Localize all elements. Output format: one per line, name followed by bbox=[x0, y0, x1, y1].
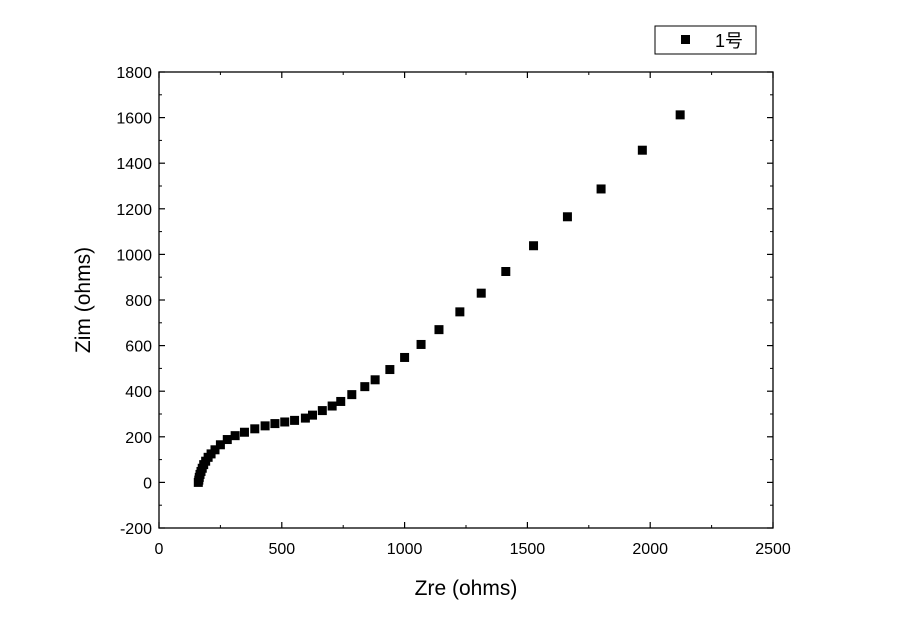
data-point bbox=[336, 396, 346, 406]
data-point bbox=[290, 415, 300, 425]
y-tick-label: 400 bbox=[125, 384, 152, 401]
data-point bbox=[280, 417, 290, 427]
y-axis-title: Zim (ohms) bbox=[72, 247, 95, 353]
data-point bbox=[675, 110, 685, 120]
data-point bbox=[562, 212, 572, 222]
y-axis-ticks: -200 0 200 400 600 800 1000 1200 1400 1600 1800 bbox=[116, 65, 773, 538]
x-axis-ticks: 0 500 1000 1500 2000 2500 bbox=[155, 72, 791, 558]
data-point bbox=[476, 288, 486, 298]
y-tick-label: 1600 bbox=[116, 111, 152, 128]
data-point bbox=[400, 352, 410, 362]
data-point bbox=[370, 375, 380, 385]
data-point bbox=[347, 390, 357, 400]
data-point bbox=[385, 365, 395, 375]
data-point bbox=[230, 431, 240, 441]
data-point bbox=[239, 427, 249, 437]
data-point bbox=[250, 424, 260, 434]
data-point bbox=[222, 435, 232, 445]
legend-marker bbox=[681, 35, 690, 44]
data-point bbox=[416, 339, 426, 349]
x-tick-label: 1000 bbox=[387, 541, 423, 558]
data-point bbox=[270, 419, 280, 429]
data-point bbox=[317, 406, 327, 416]
y-tick-label: 200 bbox=[125, 430, 152, 447]
y-tick-label: 1200 bbox=[116, 202, 152, 219]
data-point bbox=[455, 307, 465, 317]
x-tick-label: 1500 bbox=[510, 541, 546, 558]
legend: 1号 bbox=[654, 25, 757, 55]
data-point bbox=[501, 267, 511, 276]
x-tick-label: 0 bbox=[155, 541, 164, 558]
y-tick-label: 1800 bbox=[116, 65, 152, 82]
x-tick-label: 2000 bbox=[632, 541, 668, 558]
data-point bbox=[210, 445, 220, 455]
data-point bbox=[596, 184, 606, 194]
x-axis-title: Zre (ohms) bbox=[415, 577, 518, 600]
data-point bbox=[327, 401, 337, 411]
data-point bbox=[300, 413, 310, 423]
data-point bbox=[260, 421, 270, 431]
plot-frame bbox=[158, 71, 774, 529]
legend-label: 1号 bbox=[715, 31, 743, 51]
data-point bbox=[529, 241, 539, 251]
data-points bbox=[193, 110, 685, 487]
y-tick-label: 800 bbox=[125, 293, 152, 310]
y-tick-label: 600 bbox=[125, 339, 152, 356]
legend-box bbox=[654, 25, 757, 55]
y-tick-label: 0 bbox=[143, 475, 152, 492]
data-point bbox=[637, 145, 647, 155]
data-point bbox=[360, 382, 370, 392]
data-point bbox=[215, 440, 225, 450]
y-tick-label: 1400 bbox=[116, 156, 152, 173]
data-point bbox=[434, 325, 444, 335]
y-tick-label: 1000 bbox=[116, 247, 152, 264]
data-point bbox=[308, 410, 317, 420]
x-tick-label: 500 bbox=[268, 541, 295, 558]
x-tick-label: 2500 bbox=[755, 541, 791, 558]
y-tick-label: -200 bbox=[120, 521, 152, 538]
